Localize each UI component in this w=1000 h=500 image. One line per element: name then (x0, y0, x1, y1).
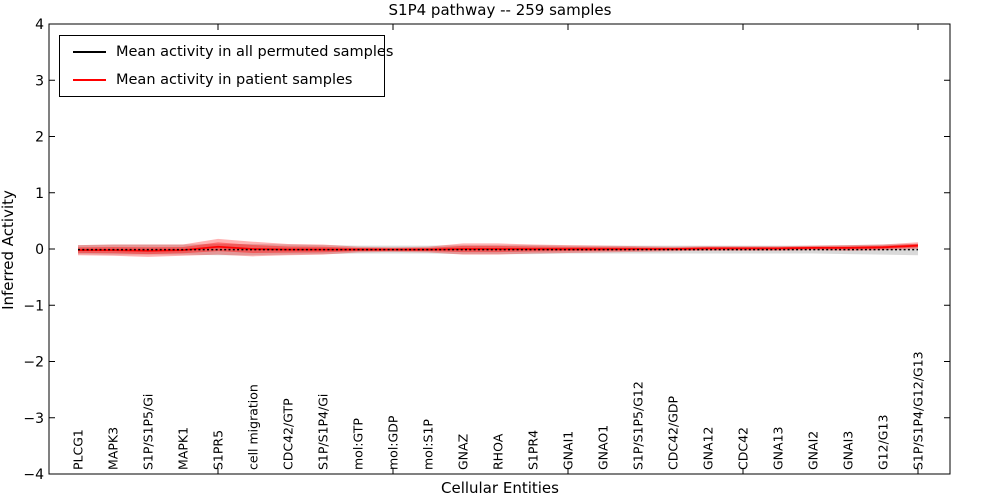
legend: Mean activity in all permuted samples Me… (59, 35, 393, 97)
y-tick-label: 0 (35, 242, 44, 258)
x-category-label: CDC42/GTP (281, 398, 296, 470)
x-category-label: S1P/S1P4/Gi (316, 394, 331, 470)
x-category-label: mol:GDP (386, 415, 401, 470)
y-tick-label: −2 (23, 355, 44, 371)
x-category-label: mol:GTP (351, 418, 366, 470)
x-category-label: MAPK1 (176, 427, 191, 470)
x-category-label: GNAI3 (841, 431, 856, 470)
x-category-label: GNAO1 (596, 425, 611, 470)
x-axis-label: Cellular Entities (441, 479, 559, 497)
chart-title: S1P4 pathway -- 259 samples (388, 1, 612, 19)
x-category-label: MAPK3 (106, 427, 121, 470)
x-category-label: S1P/S1P5/G12 (631, 381, 646, 470)
y-tick-label: 1 (35, 186, 44, 202)
x-category-label: S1PR4 (526, 430, 541, 470)
x-category-label: S1P/S1P4/G12/G13 (911, 351, 926, 470)
x-category-label: CDC42/GDP (666, 395, 681, 470)
y-tick-label: −1 (23, 298, 44, 314)
y-tick-label: −4 (23, 467, 44, 483)
x-category-label: CDC42 (736, 427, 751, 470)
x-category-label: GNAI2 (806, 431, 821, 470)
x-category-label: GNA12 (701, 427, 716, 471)
x-category-label: PLCG1 (71, 429, 86, 470)
x-category-label: RHOA (491, 433, 506, 470)
x-category-label: S1PR5 (211, 430, 226, 470)
patient-line-swatch (73, 79, 106, 81)
y-tick-label: 3 (35, 73, 44, 89)
legend-item-permuted: Mean activity in all permuted samples (73, 38, 393, 66)
y-tick-label: −3 (23, 411, 44, 427)
y-tick-label: 4 (35, 17, 44, 33)
x-category-label: mol:S1P (421, 419, 436, 470)
x-category-label: GNAZ (456, 434, 471, 470)
patient-std-band-outer (78, 238, 918, 257)
permuted-line-swatch (73, 51, 106, 53)
x-category-label: cell migration (246, 384, 261, 470)
x-category-label: S1P/S1P5/Gi (141, 394, 156, 470)
legend-label-patient: Mean activity in patient samples (116, 72, 353, 88)
legend-item-patient: Mean activity in patient samples (73, 66, 384, 94)
y-tick-label: 2 (35, 130, 44, 146)
x-category-label: GNA13 (771, 427, 786, 471)
x-category-label: G12/G13 (876, 415, 891, 470)
legend-label-permuted: Mean activity in all permuted samples (116, 44, 394, 60)
patient-mean-line (78, 244, 919, 252)
x-category-label: GNAI1 (561, 431, 576, 470)
